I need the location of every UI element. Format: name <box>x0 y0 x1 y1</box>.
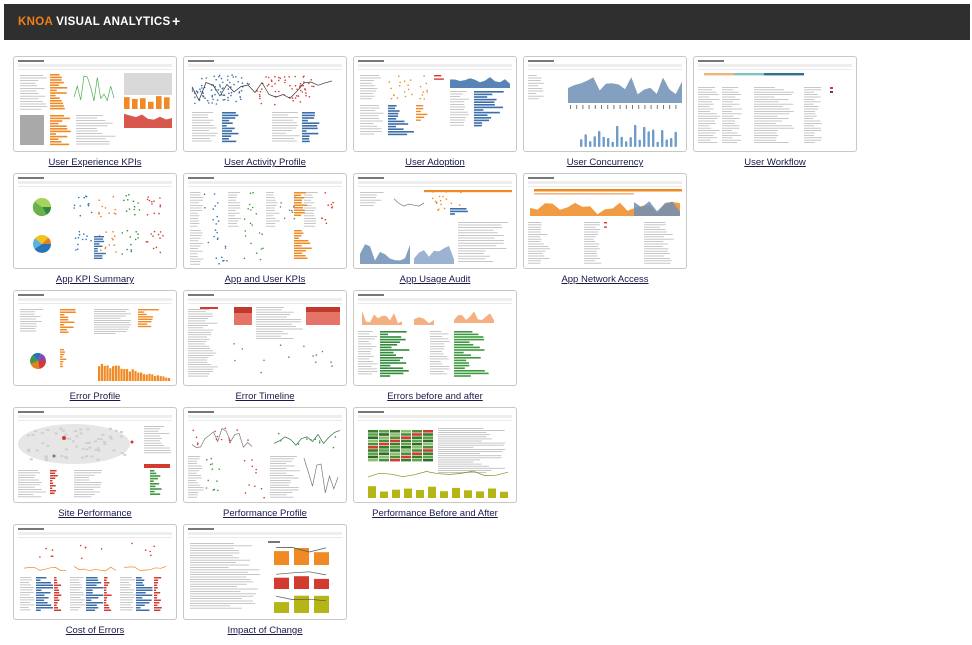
add-dashboard-button[interactable]: + <box>172 13 181 29</box>
dashboard-preview-chart <box>18 60 172 146</box>
dashboard-thumbnail[interactable] <box>523 173 687 269</box>
dashboard-link[interactable]: User Workflow <box>744 157 806 168</box>
dashboard-tile[interactable]: Site Performance <box>13 407 177 519</box>
dashboard-thumbnail[interactable] <box>13 407 177 503</box>
dashboard-thumbnail[interactable] <box>183 173 347 269</box>
dashboard-link[interactable]: Errors before and after <box>387 391 483 402</box>
dashboard-link[interactable]: Impact of Change <box>227 625 303 636</box>
dashboard-preview-chart <box>358 60 512 136</box>
dashboard-tile[interactable]: App Usage Audit <box>353 173 517 285</box>
dashboard-preview-chart <box>188 60 342 143</box>
dashboard-thumbnail[interactable] <box>183 56 347 152</box>
dashboard-thumbnail[interactable] <box>353 56 517 152</box>
brand-title: VISUAL ANALYTICS <box>52 16 171 28</box>
dashboard-tile[interactable]: Error Profile <box>13 290 177 402</box>
dashboard-link[interactable]: User Experience KPIs <box>48 157 142 168</box>
dashboard-thumbnail[interactable] <box>523 56 687 152</box>
dashboard-thumbnail[interactable] <box>183 290 347 386</box>
dashboard-preview-chart <box>188 411 342 499</box>
dashboard-tile[interactable]: User Adoption <box>353 56 517 168</box>
dashboard-tile[interactable]: Performance Profile <box>183 407 347 519</box>
dashboard-tile[interactable]: Impact of Change <box>183 524 347 636</box>
dashboard-link[interactable]: Error Profile <box>69 391 121 402</box>
dashboard-link[interactable]: App Usage Audit <box>399 274 471 285</box>
dashboard-thumbnail[interactable] <box>353 173 517 269</box>
dashboard-link[interactable]: Site Performance <box>58 508 132 519</box>
dashboard-preview-chart <box>528 177 682 264</box>
dashboard-link[interactable]: Cost of Errors <box>65 625 125 636</box>
brand-accent: KNOA <box>18 16 53 28</box>
dashboard-thumbnail[interactable] <box>13 290 177 386</box>
dashboard-link[interactable]: Performance Profile <box>223 508 307 519</box>
dashboard-preview-chart <box>188 177 342 265</box>
dashboard-thumbnail[interactable] <box>353 407 517 503</box>
dashboard-tile[interactable]: User Experience KPIs <box>13 56 177 168</box>
dashboard-thumbnail[interactable] <box>693 56 857 152</box>
dashboard-thumbnail[interactable] <box>353 290 517 386</box>
dashboard-preview-chart <box>528 60 682 147</box>
dashboard-preview-chart <box>188 528 342 613</box>
dashboard-preview-chart <box>188 294 342 377</box>
dashboard-tile[interactable]: Error Timeline <box>183 290 347 402</box>
dashboard-link[interactable]: App and User KPIs <box>224 274 306 285</box>
dashboard-preview-chart <box>358 177 512 264</box>
dashboard-preview-chart <box>18 294 172 381</box>
dashboard-preview-chart <box>698 60 852 143</box>
dashboard-tile[interactable]: Cost of Errors <box>13 524 177 636</box>
dashboard-tile[interactable]: Errors before and after <box>353 290 517 402</box>
dashboard-tile[interactable]: App and User KPIs <box>183 173 347 285</box>
dashboard-thumbnail[interactable] <box>183 524 347 620</box>
dashboard-tile[interactable]: App KPI Summary <box>13 173 177 285</box>
dashboard-link[interactable]: App Network Access <box>561 274 649 285</box>
dashboard-tile[interactable]: User Concurrency <box>523 56 687 168</box>
dashboard-tile[interactable]: App Network Access <box>523 173 687 285</box>
dashboard-link[interactable]: Error Timeline <box>235 391 295 402</box>
dashboard-thumbnail[interactable] <box>13 173 177 269</box>
dashboard-preview-chart <box>358 411 512 498</box>
top-bar: KNOA VISUAL ANALYTICS + <box>4 4 970 40</box>
dashboard-preview-chart <box>18 528 172 611</box>
brand-logo: KNOA VISUAL ANALYTICS <box>18 16 170 28</box>
dashboard-link[interactable]: App KPI Summary <box>55 274 135 285</box>
dashboard-link[interactable]: Performance Before and After <box>372 508 498 519</box>
dashboard-preview-chart <box>18 411 172 498</box>
dashboard-tile[interactable]: User Activity Profile <box>183 56 347 168</box>
dashboard-thumbnail[interactable] <box>13 524 177 620</box>
dashboard-link[interactable]: User Activity Profile <box>224 157 306 168</box>
dashboard-tile[interactable]: User Workflow <box>693 56 857 168</box>
dashboard-tile[interactable]: Performance Before and After <box>353 407 517 519</box>
dashboard-preview-chart <box>18 177 172 259</box>
dashboard-thumbnail[interactable] <box>183 407 347 503</box>
dashboard-link[interactable]: User Concurrency <box>566 157 644 168</box>
dashboard-link[interactable]: User Adoption <box>405 157 465 168</box>
dashboard-preview-chart <box>358 294 512 377</box>
dashboard-thumbnail[interactable] <box>13 56 177 152</box>
